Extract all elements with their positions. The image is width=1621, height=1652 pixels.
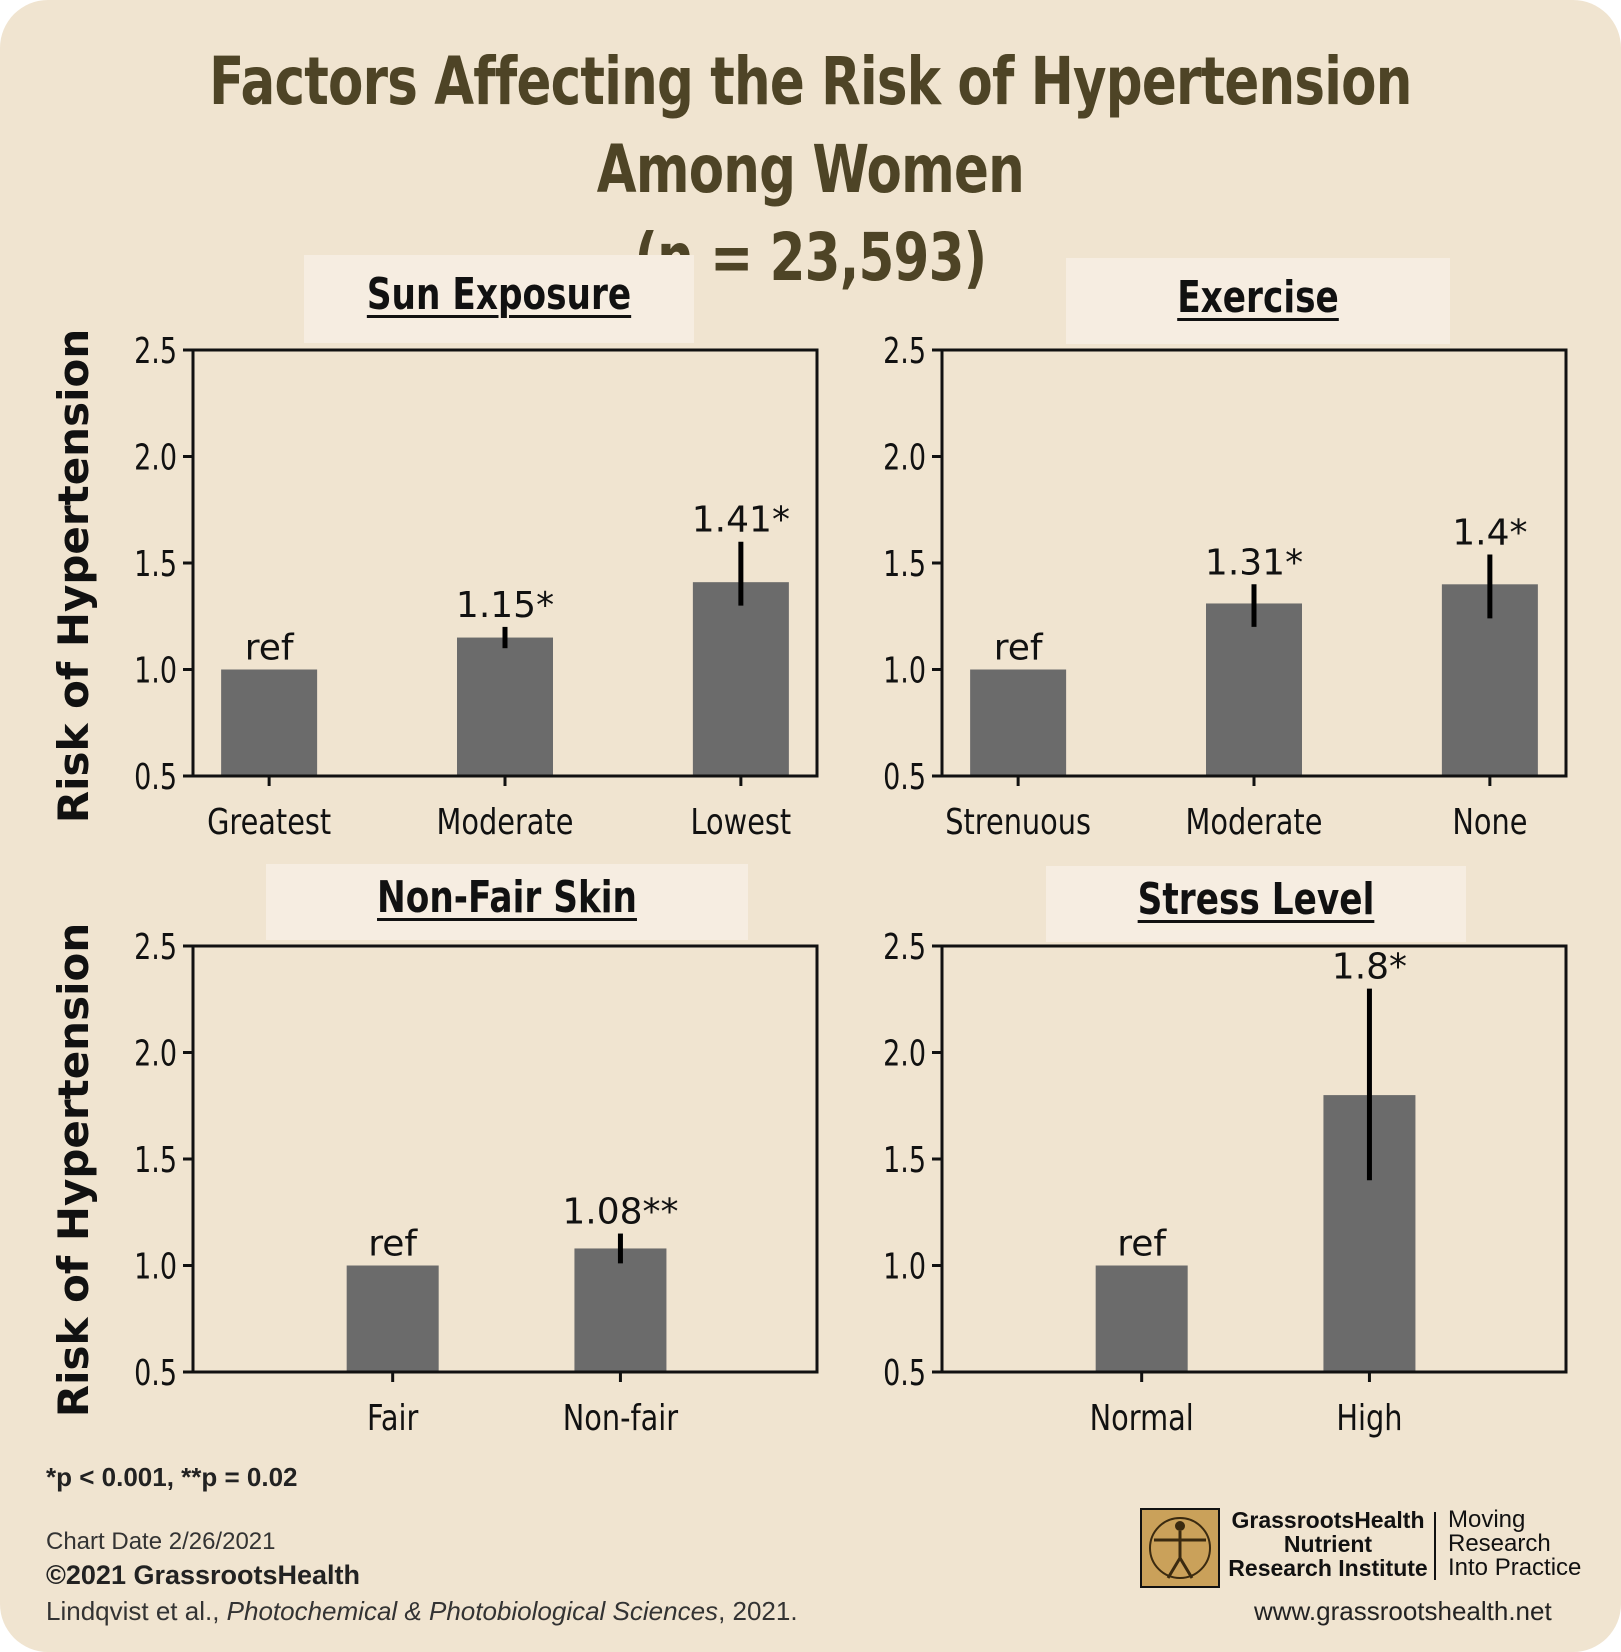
y-tick-label-0-0: 0.5 (134, 755, 177, 798)
chart-title: Factors Affecting the Risk of Hypertensi… (178, 38, 1442, 302)
copyright: ©2021 GrassrootsHealth (46, 1560, 361, 1590)
panel-title-box-exercise: Exercise (1066, 258, 1450, 344)
y-tick-label-1-4: 2.5 (883, 329, 926, 372)
y-tick-label-0-2: 1.5 (134, 542, 177, 585)
panel-title-box-stress: Stress Level (1046, 866, 1466, 942)
panel-title-box-sun: Sun Exposure (304, 255, 694, 343)
x-tick-label-1-2: None (1452, 801, 1527, 843)
tagline-line2: Research (1448, 1530, 1551, 1557)
y-tick-label-1-2: 1.5 (883, 542, 926, 585)
x-tick-label-0-0: Greatest (207, 801, 331, 843)
y-tick-label-3-3: 2.0 (883, 1032, 926, 1075)
chart-date: Chart Date 2/26/2021 (46, 1528, 276, 1555)
x-tick-label-0-1: Moderate (437, 801, 574, 843)
website-link[interactable]: www.grassrootshealth.net (1254, 1596, 1552, 1626)
bar-3-0 (1095, 1265, 1188, 1372)
panel-title-non-fair-skin: Non-Fair Skin (377, 872, 637, 923)
panel-title-exercise: Exercise (1177, 272, 1339, 323)
y-tick-label-3-2: 1.5 (883, 1138, 926, 1181)
logo-tagline: Moving Research Into Practice (1448, 1508, 1581, 1580)
bar-1-1 (1206, 603, 1302, 776)
x-tick-label-1-0: Strenuous (945, 801, 1091, 843)
y-tick-label-2-3: 2.0 (134, 1032, 177, 1075)
y-tick-label-3-0: 0.5 (883, 1351, 926, 1394)
x-tick-label-2-0: Fair (367, 1397, 419, 1439)
value-label-2-1: 1.08** (562, 1192, 678, 1233)
logo-org-name: GrassrootsHealth Nutrient Research Insti… (1228, 1508, 1428, 1580)
y-tick-label-0-3: 2.0 (134, 436, 177, 479)
y-tick-label-2-2: 1.5 (134, 1138, 177, 1181)
value-label-3-1: 1.8* (1332, 947, 1407, 988)
bar-1-0 (970, 669, 1067, 776)
y-tick-label-1-1: 1.0 (883, 649, 926, 692)
panel-title-box-skin: Non-Fair Skin (266, 864, 748, 940)
y-tick-label-3-4: 2.5 (883, 925, 926, 968)
value-label-0-0: ref (245, 628, 295, 669)
panel-title-stress-level: Stress Level (1137, 874, 1375, 925)
citation: Lindqvist et al., Photochemical & Photob… (46, 1596, 798, 1627)
citation-year: , 2021. (718, 1596, 798, 1626)
value-label-1-1: 1.31* (1205, 542, 1303, 583)
y-tick-label-0-1: 1.0 (134, 649, 177, 692)
bar-0-0 (221, 669, 318, 776)
y-tick-label-2-4: 2.5 (134, 925, 177, 968)
bar-2-1 (574, 1248, 667, 1372)
y-tick-label-0-4: 2.5 (134, 329, 177, 372)
tagline-line1: Moving (1448, 1506, 1526, 1533)
panel-title-sun-exposure: Sun Exposure (366, 269, 632, 320)
tagline-line3: Into Practice (1448, 1554, 1582, 1581)
logo-line2: Nutrient (1283, 1531, 1373, 1557)
value-label-0-1: 1.15* (456, 585, 554, 626)
logo-line3: Research Institute (1228, 1555, 1428, 1581)
plot-frame-2 (191, 944, 819, 1374)
y-axis-label-0: Risk of Hypertension (49, 329, 98, 823)
x-tick-label-3-0: Normal (1090, 1397, 1194, 1439)
significance-footnote: *p < 0.001, **p = 0.02 (46, 1462, 298, 1492)
y-tick-label-2-0: 0.5 (134, 1351, 177, 1394)
x-tick-label-2-1: Non-fair (563, 1397, 679, 1439)
citation-journal: Photochemical & Photobiological Sciences (226, 1596, 719, 1626)
y-tick-label-2-1: 1.0 (134, 1245, 177, 1288)
value-label-1-2: 1.4* (1452, 512, 1527, 553)
vitruvian-logo-icon (1140, 1508, 1220, 1588)
value-label-2-0: ref (368, 1224, 418, 1265)
logo-line1: GrassrootsHealth (1231, 1507, 1425, 1533)
y-tick-label-1-0: 0.5 (883, 755, 926, 798)
y-tick-label-3-1: 1.0 (883, 1245, 926, 1288)
x-tick-label-1-1: Moderate (1186, 801, 1323, 843)
bar-0-1 (457, 637, 553, 776)
chart-title-line1: Factors Affecting the Risk of Hypertensi… (209, 43, 1412, 208)
x-tick-label-3-1: High (1336, 1397, 1402, 1439)
y-axis-label-2: Risk of Hypertension (49, 923, 98, 1417)
logo-divider (1434, 1512, 1436, 1580)
y-tick-label-1-3: 2.0 (883, 436, 926, 479)
citation-authors: Lindqvist et al., (46, 1596, 227, 1626)
value-label-1-0: ref (994, 628, 1044, 669)
x-tick-label-0-2: Lowest (691, 801, 792, 843)
value-label-0-2: 1.41* (692, 500, 790, 541)
bar-0-2 (692, 582, 789, 776)
bar-2-0 (346, 1265, 439, 1372)
plot-frame-3 (940, 944, 1568, 1374)
value-label-3-0: ref (1117, 1224, 1167, 1265)
